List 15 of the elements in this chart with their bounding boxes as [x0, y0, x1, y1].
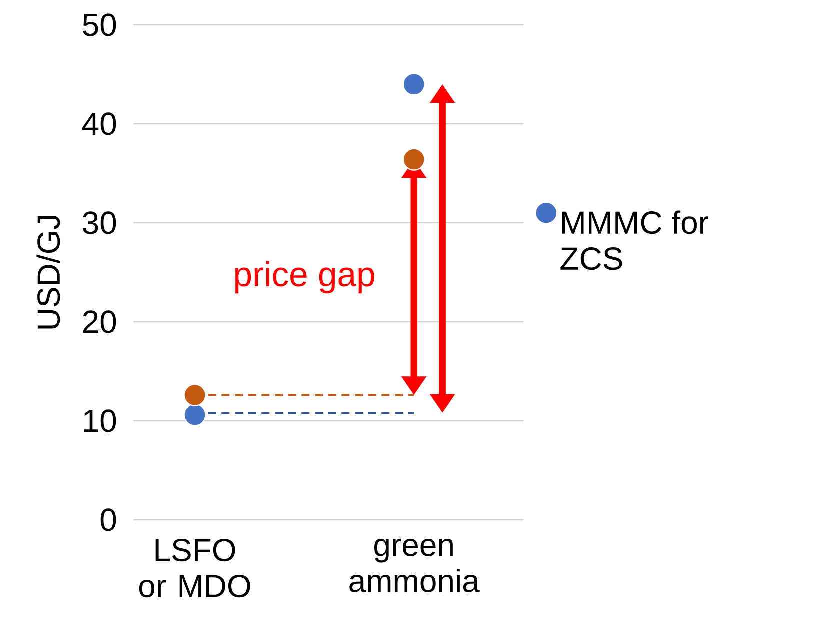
y-tick-label: 20 [83, 310, 116, 334]
y-tick-label: 30 [83, 212, 116, 234]
point [184, 404, 206, 426]
y-tick-label: 50 [83, 14, 116, 36]
x-tick-label: green ammonia [350, 538, 480, 592]
y-tick-label: 40 [82, 112, 116, 136]
point [402, 148, 426, 171]
y-tick-label: 10 [84, 410, 116, 432]
point [402, 73, 426, 96]
point [184, 384, 206, 406]
annotation: price gap [235, 261, 374, 294]
y-tick-label: 0 [100, 508, 116, 532]
y-axis-title: USD/GJ [36, 216, 60, 329]
legend-label: MMMC for ZCS [560, 210, 708, 270]
x-tick-label: LSFO or MDO [139, 538, 250, 598]
